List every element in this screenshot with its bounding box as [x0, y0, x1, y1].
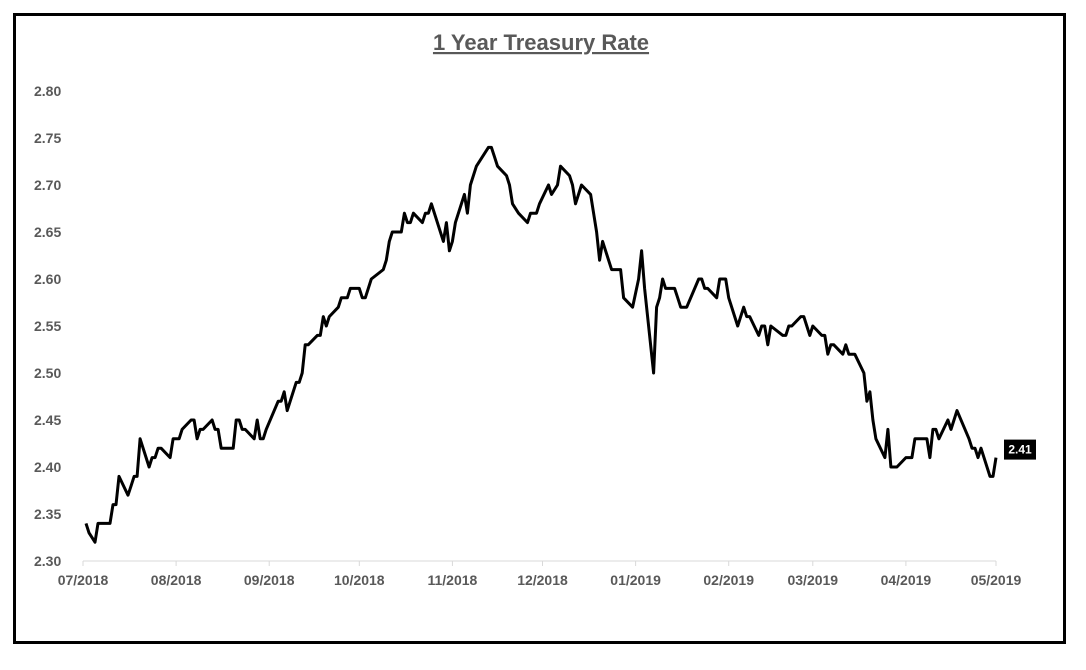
x-tick-label: 09/2018	[244, 572, 295, 588]
x-tick-label: 07/2018	[58, 572, 109, 588]
y-tick-label: 2.35	[34, 506, 61, 522]
x-tick-label: 05/2019	[971, 572, 1022, 588]
y-axis: 2.30 2.35 2.40 2.45 2.50 2.55 2.60 2.65 2.70 2.75…	[34, 83, 61, 569]
y-tick-label: 2.80	[34, 83, 61, 99]
y-tick-label: 2.70	[34, 177, 61, 193]
line-chart: 1 Year Treasury Rate 2.30 2.35 2.40 2.45 2.5…	[34, 30, 1036, 588]
end-value-label-text: 2.41	[1008, 443, 1032, 457]
y-tick-label: 2.60	[34, 271, 61, 287]
end-value-label: 2.41	[1004, 439, 1036, 460]
x-tick-label: 04/2019	[881, 572, 932, 588]
y-tick-label: 2.40	[34, 459, 61, 475]
x-tick-label: 03/2019	[787, 572, 838, 588]
y-tick-label: 2.75	[34, 130, 61, 146]
y-tick-label: 2.50	[34, 365, 61, 381]
series-line-treasury-rate	[84, 145, 998, 544]
x-tick-label: 12/2018	[517, 572, 568, 588]
y-tick-label: 2.45	[34, 412, 61, 428]
y-tick-label: 2.55	[34, 318, 61, 334]
x-tick-label: 01/2019	[610, 572, 661, 588]
end-value-label-bg	[1004, 439, 1036, 460]
chart-title: 1 Year Treasury Rate	[433, 30, 649, 55]
x-tick-label: 11/2018	[427, 572, 477, 588]
x-axis: 07/2018 08/2018 09/2018 10/2018 11/2018 12/20…	[58, 561, 1022, 588]
x-tick-label: 08/2018	[151, 572, 202, 588]
y-tick-label: 2.30	[34, 553, 61, 569]
y-tick-label: 2.65	[34, 224, 61, 240]
x-tick-label: 02/2019	[703, 572, 754, 588]
chart-frame: 1 Year Treasury Rate 2.30 2.35 2.40 2.45 2.5…	[13, 13, 1066, 644]
x-tick-label: 10/2018	[334, 572, 385, 588]
